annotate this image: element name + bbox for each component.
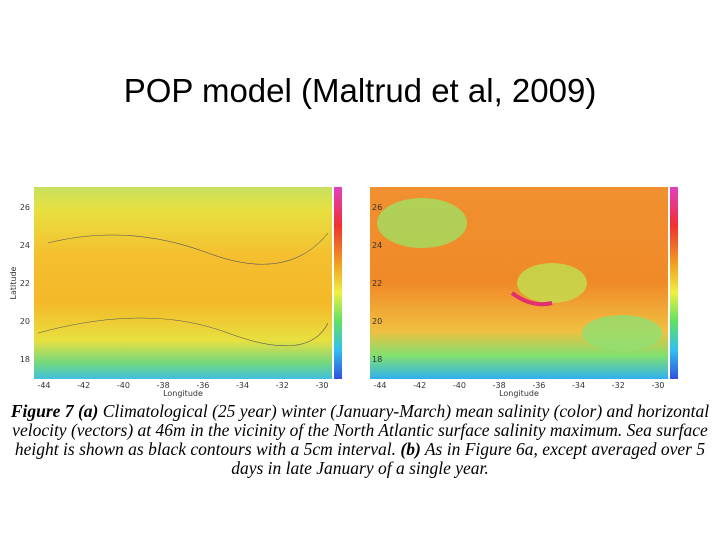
slide-title: POP model (Maltrud et al, 2009) [123, 72, 597, 109]
colorbar [334, 187, 342, 379]
y-tick-label: 26 [20, 203, 30, 212]
x-tick-label: -34 [572, 381, 585, 390]
y-tick-label: 24 [372, 241, 382, 250]
colorbar [670, 187, 678, 379]
x-tick-label: -34 [236, 381, 249, 390]
caption-text: (b) [400, 439, 421, 459]
x-tick-label: -32 [276, 381, 289, 390]
y-tick-label: 26 [372, 203, 382, 212]
salinity-feature [377, 198, 467, 248]
map-panel: -44 -42 -40 -38 -36 -34 -32 -30 26 24 22 20 18 Longit… [9, 187, 342, 398]
salinity-feature [510, 291, 553, 307]
y-tick-label: 22 [372, 279, 382, 288]
caption-text: As in Figure 6a, except averaged over 5 … [231, 439, 706, 478]
x-tick-label: -40 [117, 381, 130, 390]
x-axis-label: Longitude [163, 389, 203, 398]
x-tick-label: -42 [77, 381, 90, 390]
x-tick-label: -40 [453, 381, 466, 390]
y-axis-label: Latitude [9, 266, 18, 299]
caption-text: Climatological (25 year) winter (January… [12, 401, 710, 459]
x-axis-label: Longitude [499, 389, 539, 398]
x-tick-label: -38 [493, 381, 506, 390]
x-tick-label: -42 [413, 381, 426, 390]
salinity-map [34, 187, 332, 379]
contour [47, 232, 329, 265]
salinity-feature [582, 315, 662, 351]
x-tick-label: -36 [532, 381, 545, 390]
y-tick-label: 22 [20, 279, 30, 288]
contour [37, 317, 329, 347]
y-tick-label: 20 [20, 317, 30, 326]
map-panel: -44 -42 -40 -38 -36 -34 -32 -30 26 24 22 20 18 Longit… [370, 187, 678, 398]
y-tick-label: 24 [20, 241, 30, 250]
x-tick-label: -30 [651, 381, 664, 390]
figure-caption: Figure 7 (a) Climatological (25 year) wi… [4, 402, 716, 478]
y-tick-label: 20 [372, 317, 382, 326]
caption-text: Figure 7 (a) [10, 401, 99, 421]
salinity-feature [517, 263, 587, 303]
y-tick-label: 18 [372, 355, 382, 364]
x-tick-label: -44 [373, 381, 386, 390]
x-tick-label: -44 [37, 381, 50, 390]
x-tick-label: -32 [612, 381, 625, 390]
x-tick-label: -38 [157, 381, 170, 390]
x-tick-label: -36 [196, 381, 209, 390]
y-tick-label: 18 [20, 355, 30, 364]
x-tick-label: -30 [315, 381, 328, 390]
